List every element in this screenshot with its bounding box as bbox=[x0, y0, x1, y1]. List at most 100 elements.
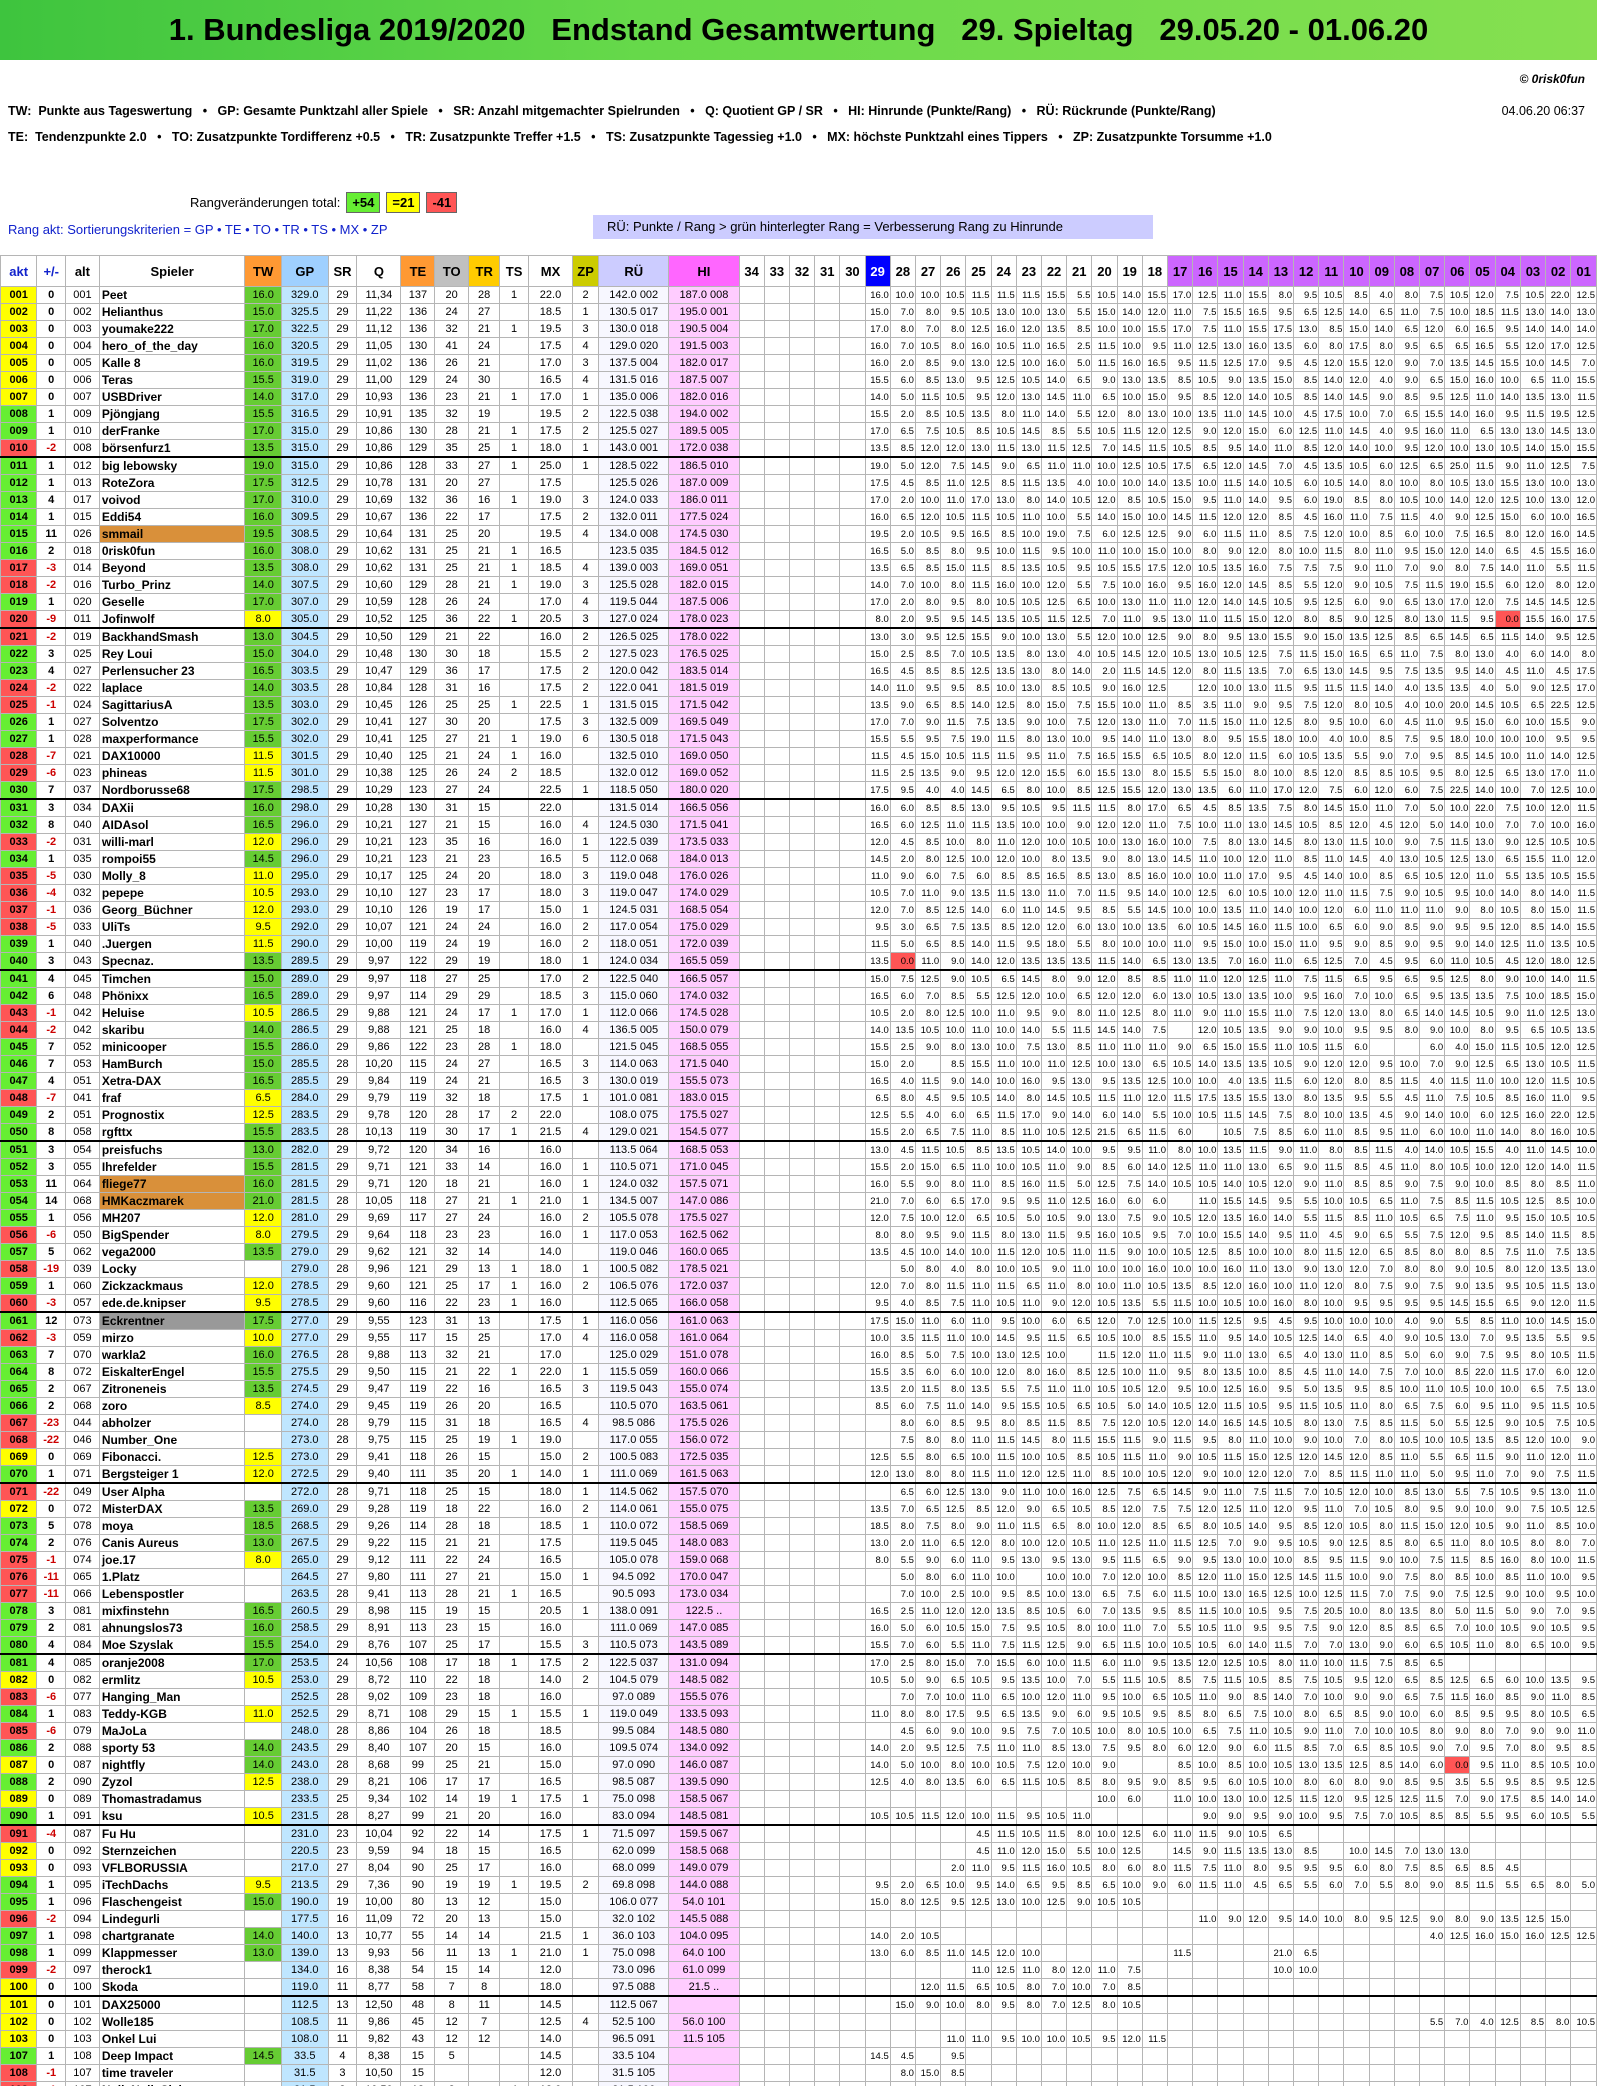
cell-day: 11.5 bbox=[1494, 627, 1521, 646]
cell-day: 14.0 bbox=[1040, 491, 1068, 509]
cell-day bbox=[839, 867, 866, 885]
cell-day: 7.0 bbox=[889, 713, 916, 731]
cell-ts bbox=[499, 508, 529, 526]
cell-day: 11.0 bbox=[914, 884, 942, 902]
cell-day: 8.0 bbox=[889, 1226, 916, 1244]
cell-day: 9.5 bbox=[1545, 730, 1572, 748]
cell-day bbox=[839, 1602, 866, 1620]
cell-day: 10.0 bbox=[1318, 1106, 1345, 1124]
cell-day: 11.0 bbox=[1066, 1380, 1093, 1398]
cell-day: 8.5 bbox=[1570, 1226, 1597, 1244]
cell-day bbox=[839, 781, 866, 800]
cell-akt: 092 bbox=[0, 1842, 38, 1860]
cell-day bbox=[763, 1123, 790, 1142]
cell-day: 9.0 bbox=[1368, 593, 1395, 611]
cell-gp: 302.0 bbox=[280, 713, 329, 731]
cell-day: 10.5 bbox=[1192, 559, 1219, 577]
cell-day: 8.5 bbox=[1393, 1243, 1421, 1261]
cell-day: 13.0 bbox=[1116, 764, 1143, 782]
cell-day: 13.0 bbox=[1318, 1260, 1345, 1278]
cell-day: 4.5 bbox=[1292, 456, 1320, 475]
cell-day bbox=[788, 1277, 816, 1295]
cell-day: 12.5 bbox=[1116, 1534, 1143, 1552]
cell-day: 13.5 bbox=[1066, 952, 1093, 971]
cell-day: 11.5 bbox=[1040, 1824, 1068, 1843]
cell-day: 11.0 bbox=[1292, 935, 1320, 953]
column-header-17: 17 bbox=[1166, 255, 1194, 287]
cell-day: 10.0 bbox=[1192, 901, 1219, 919]
cell-day: 9.5 bbox=[1141, 610, 1168, 629]
cell-day: 13.0 bbox=[1015, 439, 1042, 458]
cell-day: 19.0 bbox=[1318, 491, 1345, 509]
cell-day: 14.5 bbox=[1141, 662, 1168, 680]
cell-day: 10.5 bbox=[1166, 1397, 1194, 1415]
cell-day: 9.0 bbox=[1343, 935, 1370, 953]
cell-gp: 286.5 bbox=[280, 1004, 329, 1022]
cell-sr: 28 bbox=[327, 1688, 358, 1706]
cell-day: 10.5 bbox=[864, 1807, 891, 1826]
cell-day: 5.0 bbox=[1419, 1414, 1446, 1432]
cell-day: 11.5 bbox=[1091, 884, 1118, 902]
cell-day: 15.0 bbox=[864, 1055, 891, 1073]
cell-mx: 19.0 bbox=[527, 491, 574, 509]
cell-day: 6.0 bbox=[1519, 645, 1547, 663]
cell-day bbox=[788, 1123, 816, 1142]
cell-day: 5.5 bbox=[1066, 576, 1093, 594]
cell-day bbox=[738, 456, 765, 475]
cell-day: 12.0 bbox=[1217, 969, 1244, 988]
cell-alt: 004 bbox=[65, 337, 100, 355]
cell-q: 9,50 bbox=[356, 1363, 402, 1381]
cell-day: 6.5 bbox=[1267, 1824, 1295, 1843]
cell-day: 8.0 bbox=[1015, 696, 1042, 714]
cell-day: 13.5 bbox=[1015, 952, 1042, 971]
cell-day: 13.5 bbox=[1419, 679, 1446, 697]
cell-gp: 277.0 bbox=[280, 1311, 329, 1330]
cell-te: 110 bbox=[400, 1671, 436, 1689]
cell-day: 9.5 bbox=[1494, 1346, 1521, 1364]
cell-day bbox=[839, 1551, 866, 1569]
cell-name: Georg_Büchner bbox=[98, 901, 246, 919]
cell-zp: 2 bbox=[572, 286, 600, 304]
cell-day: 11.5 bbox=[1292, 1790, 1320, 1808]
cell-day: 13.5 bbox=[864, 1500, 891, 1518]
cell-tw: 15.0 bbox=[244, 303, 282, 321]
cell-day: 14.0 bbox=[965, 696, 992, 714]
cell-akt: 045 bbox=[0, 1038, 38, 1056]
cell-day: 10.0 bbox=[1015, 303, 1042, 321]
cell-day: 6.5 bbox=[990, 1773, 1017, 1791]
cell-day: 8.0 bbox=[1292, 1705, 1320, 1723]
cell-day: 6.5 bbox=[1217, 1705, 1244, 1723]
cell-day: 13.0 bbox=[1519, 474, 1547, 492]
cell-day: 13.0 bbox=[1292, 320, 1320, 338]
cell-day: 9.5 bbox=[1570, 1568, 1597, 1586]
cell-ts: 1 bbox=[499, 1004, 529, 1022]
cell-day bbox=[738, 1346, 765, 1364]
cell-day: 11.5 bbox=[1116, 1448, 1143, 1466]
cell-te: 136 bbox=[400, 320, 436, 338]
cell-day: 11.5 bbox=[1570, 1055, 1597, 1073]
cell-day: 5.5 bbox=[990, 1380, 1017, 1398]
cell-day bbox=[738, 1551, 765, 1569]
cell-tw: 11.5 bbox=[244, 747, 282, 765]
cell-day bbox=[763, 422, 790, 440]
cell-day: 7.5 bbox=[1318, 781, 1345, 800]
cell-ts: 1 bbox=[499, 388, 529, 406]
cell-day bbox=[738, 816, 765, 834]
cell-hi: 180.0 020 bbox=[668, 781, 740, 800]
cell-day: 7.0 bbox=[965, 1653, 992, 1672]
cell-ts: 1 bbox=[499, 1705, 529, 1723]
cell-day: 16.0 bbox=[864, 1619, 891, 1637]
cell-pm: 2 bbox=[36, 1106, 67, 1124]
cell-day: 5.5 bbox=[1570, 1807, 1597, 1826]
cell-pm: 6 bbox=[36, 987, 67, 1005]
cell-day bbox=[889, 1859, 916, 1877]
table-row: 050 8 058 rgfttx 15.5 283.5 28 10,13 119 30 17 1 21.… bbox=[0, 1123, 1597, 1142]
column-header-31: 31 bbox=[814, 255, 841, 287]
cell-ru: 125.0 029 bbox=[598, 1346, 670, 1364]
cell-day: 7.0 bbox=[889, 1500, 916, 1518]
cell-day bbox=[738, 1585, 765, 1603]
cell-day bbox=[1192, 1123, 1219, 1142]
cell-day bbox=[839, 987, 866, 1005]
cell-day: 13.0 bbox=[965, 1482, 992, 1501]
cell-day: 6.0 bbox=[1292, 1123, 1320, 1142]
